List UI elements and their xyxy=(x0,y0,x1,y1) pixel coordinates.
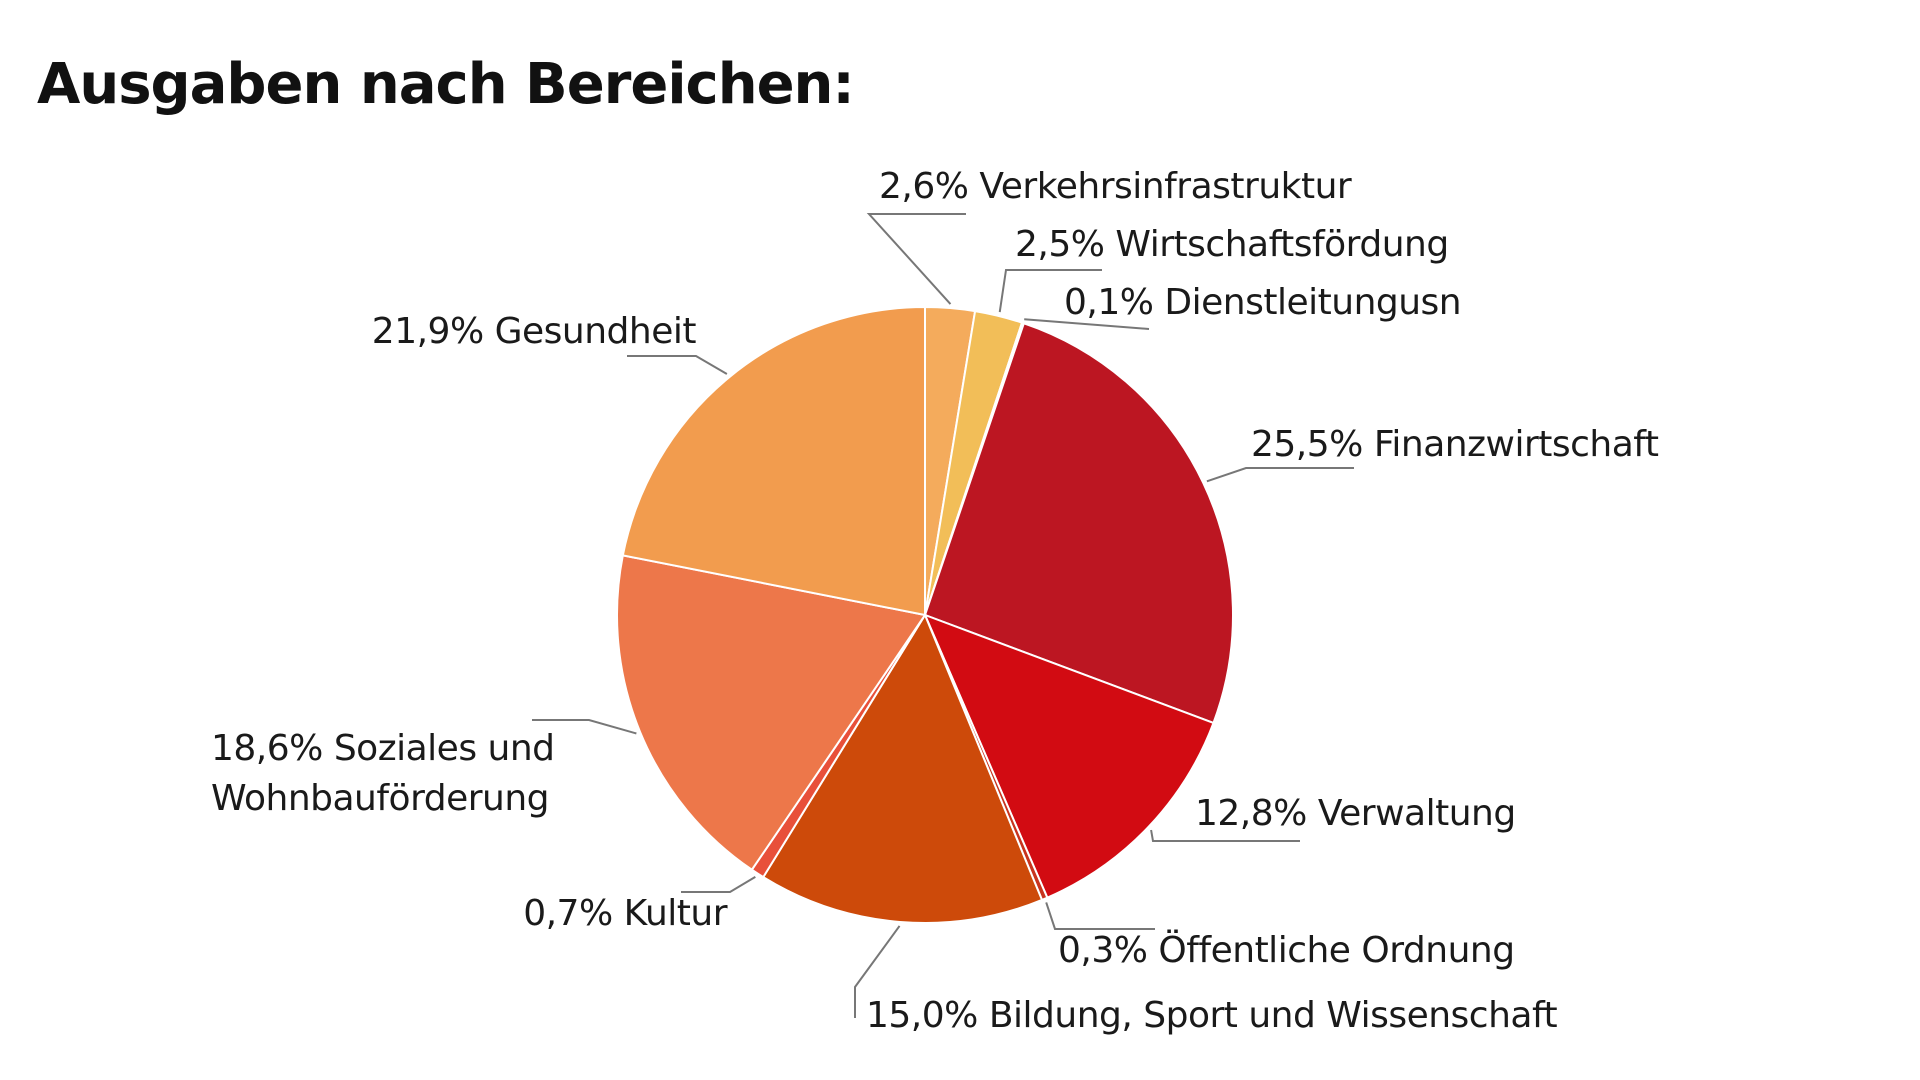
leader-line xyxy=(854,925,901,1018)
category-label: Wirtschaftsfördung xyxy=(1115,224,1449,265)
slice-label: 0,3% Öffentliche Ordnung xyxy=(1058,926,1515,976)
slice-label: 2,5% Wirtschaftsfördung xyxy=(1015,220,1449,270)
value-label: 25,5% xyxy=(1251,424,1363,465)
chart-title: Ausgaben nach Bereichen: xyxy=(37,52,855,117)
category-label: Kultur xyxy=(623,893,728,934)
leader-line xyxy=(1206,467,1354,483)
category-label: Dienstleitungusn xyxy=(1164,282,1462,323)
slice-label: 12,8% Verwaltung xyxy=(1195,789,1516,839)
leader-line xyxy=(1045,902,1155,930)
value-label: 18,6% xyxy=(211,728,323,769)
pie-slice xyxy=(616,554,927,872)
category-label: Öffentliche Ordnung xyxy=(1158,930,1515,971)
leader-line xyxy=(1150,829,1300,842)
slice-label: 21,9% Gesundheit xyxy=(371,307,697,357)
value-label: 12,8% xyxy=(1195,793,1307,834)
category-label: Finanzwirtschaft xyxy=(1373,424,1659,465)
category-label: Gesundheit xyxy=(494,311,697,352)
category-label: Verkehrsinfrastruktur xyxy=(979,166,1352,207)
slice-label: 25,5% Finanzwirtschaft xyxy=(1251,420,1659,470)
category-label: Verwaltung xyxy=(1317,793,1516,834)
leader-line xyxy=(532,719,637,735)
leader-line xyxy=(998,269,1102,313)
slice-label: 18,6% Soziales und Wohnbauförderung xyxy=(211,724,591,824)
value-label: 15,0% xyxy=(866,995,978,1036)
pie-slice xyxy=(923,613,1215,899)
leader-line xyxy=(866,213,966,305)
slice-label: 15,0% Bildung, Sport und Wissenschaft xyxy=(866,991,1558,1041)
category-label: Bildung, Sport und Wissenschaft xyxy=(988,995,1558,1036)
leader-line xyxy=(1024,318,1150,330)
pie-slice xyxy=(761,612,1044,924)
leader-line xyxy=(681,875,756,893)
slice-label: 0,1% Dienstleitungusn xyxy=(1064,278,1462,328)
value-label: 2,5% xyxy=(1015,224,1105,265)
leader-line xyxy=(627,355,728,375)
pie-slice xyxy=(621,305,926,617)
value-label: 2,6% xyxy=(879,166,969,207)
value-label: 0,7% xyxy=(523,893,613,934)
slice-label: 0,7% Kultur xyxy=(523,889,727,939)
value-label: 0,1% xyxy=(1064,282,1154,323)
pie-slice xyxy=(923,322,1234,725)
category-label: Soziales und Wohnbauförderung xyxy=(211,728,555,819)
value-label: 0,3% xyxy=(1058,930,1148,971)
value-label: 21,9% xyxy=(371,311,484,352)
slice-label: 2,6% Verkehrsinfrastruktur xyxy=(879,162,1352,212)
